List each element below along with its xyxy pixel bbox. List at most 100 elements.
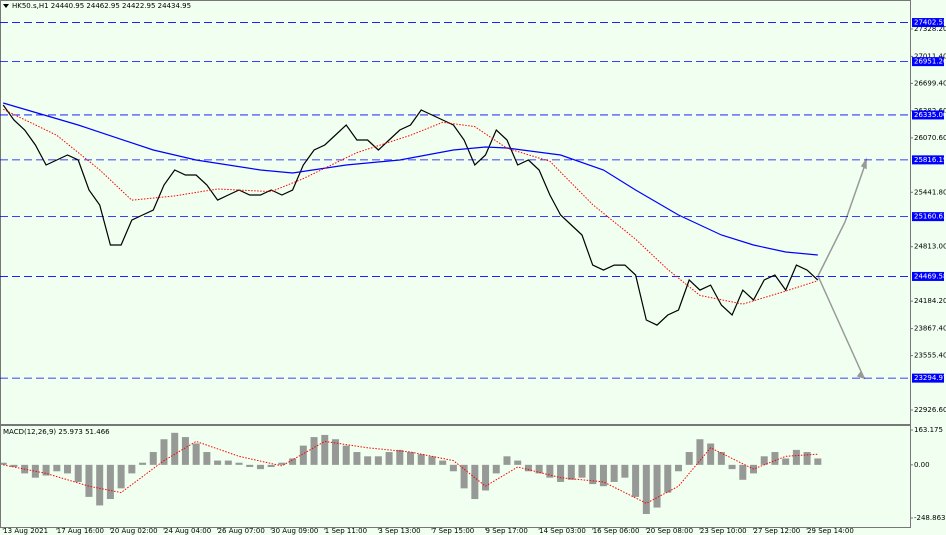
macd-bar <box>74 464 82 482</box>
x-tick-label: 23 Sep 10:00 <box>700 527 747 535</box>
menu-arrow <box>3 4 9 8</box>
macd-bar <box>803 452 811 465</box>
y-tick-label: 26070.60 <box>914 134 946 142</box>
macd-bar <box>310 437 318 465</box>
x-tick-label: 26 Aug 07:00 <box>218 527 265 535</box>
level-label-box <box>912 18 944 28</box>
macd-bar <box>235 462 243 465</box>
macd-bar <box>224 460 232 465</box>
y-tick-label: 0.00 <box>914 461 930 469</box>
macd-bar <box>696 439 704 465</box>
y-tick-label: 27011.40 <box>914 52 946 60</box>
y-tick-label: 27328.20 <box>914 25 946 33</box>
symbol-title: HK50.s,H1 24440.95 24462.95 24422.95 244… <box>12 2 191 10</box>
macd-bar <box>267 464 275 467</box>
macd-bar <box>471 464 479 500</box>
level-label: 25816.19 <box>914 156 946 164</box>
macd-bar <box>203 452 211 465</box>
macd-bar <box>771 452 779 465</box>
x-tick-label: 20 Aug 02:00 <box>110 527 157 535</box>
macd-bar <box>139 462 147 465</box>
level-label: 27402.55 <box>914 19 946 27</box>
macd-bar <box>460 464 468 489</box>
macd-bar <box>599 464 607 487</box>
y-tick-label: 23867.40 <box>914 325 946 333</box>
level-label-box <box>912 57 944 67</box>
y-tick-label: -248.863 <box>914 514 945 522</box>
macd-bar <box>396 449 404 465</box>
arrow-heads <box>856 157 867 380</box>
macd-title: MACD(12,26,9) 25.973 51.466 <box>3 428 110 436</box>
macd-bar <box>64 464 72 474</box>
level-label-box <box>912 155 944 165</box>
x-tick-label: 17 Aug 16:00 <box>57 527 104 535</box>
macd-bar <box>642 464 650 514</box>
x-tick-label: 13 Aug 2021 <box>3 527 48 535</box>
macd-bar <box>814 458 822 465</box>
macd-bar <box>546 464 554 478</box>
macd-bar <box>792 449 800 465</box>
macd-bar <box>128 464 136 474</box>
macd-bar <box>299 445 307 465</box>
macd-bar <box>567 464 575 480</box>
y-tick-label: 22926.60 <box>914 406 946 414</box>
macd-bar <box>106 464 114 500</box>
macd-bar <box>589 464 597 485</box>
macd-bar <box>149 452 157 465</box>
macd-bar <box>707 443 715 465</box>
x-tick-label: 24 Aug 04:00 <box>164 527 211 535</box>
macd-bar <box>503 456 511 465</box>
macd-bar <box>407 452 415 465</box>
level-label: 23294.97 <box>914 374 946 382</box>
macd-bar <box>482 464 490 491</box>
x-tick-label: 9 Sep 17:00 <box>486 527 528 535</box>
macd-bar <box>246 464 254 467</box>
macd-bar <box>621 464 629 478</box>
macd-bar <box>557 464 565 482</box>
y-tick-label: 26699.40 <box>914 79 946 87</box>
macd-bar <box>278 462 286 465</box>
y-tick-label: 23555.40 <box>914 352 946 360</box>
macd-bar <box>760 456 768 465</box>
x-tick-label: 16 Sep 06:00 <box>593 527 640 535</box>
macd-bar <box>289 458 297 465</box>
y-tick-label: 24813.00 <box>914 243 946 251</box>
series-line <box>2 104 819 326</box>
macd-bar <box>535 464 543 474</box>
level-label: 24469.58 <box>914 272 946 280</box>
macd-bar <box>524 464 532 472</box>
macd-bar <box>674 464 682 472</box>
macd-bar <box>492 464 500 474</box>
macd-bar <box>321 434 329 465</box>
macd-bar <box>353 452 361 465</box>
y-tick-label: 25441.80 <box>914 188 946 196</box>
x-tick-label: 20 Sep 08:00 <box>646 527 693 535</box>
macd-bar <box>256 464 264 470</box>
series-line <box>3 102 818 256</box>
macd-bar <box>610 464 618 482</box>
y-tick-label: 24184.20 <box>914 297 946 305</box>
macd-bar <box>331 439 339 465</box>
level-label-box <box>912 271 944 281</box>
macd-bar <box>85 464 93 497</box>
y-tick-label: 163.175 <box>914 426 943 434</box>
level-label: 26951.26 <box>914 58 946 66</box>
macd-bar <box>171 432 179 465</box>
macd-bar <box>782 458 790 465</box>
main-panel <box>0 0 911 425</box>
level-label-box <box>912 110 944 120</box>
macd-bar <box>364 456 372 465</box>
macd-bar <box>739 464 747 480</box>
macd-bar <box>514 460 522 465</box>
level-label-box <box>912 373 944 383</box>
x-tick-label: 29 Sep 14:00 <box>807 527 854 535</box>
forecast-arrows <box>817 157 867 380</box>
macd-bar <box>417 454 425 465</box>
macd-bar <box>385 452 393 465</box>
x-tick-label: 3 Sep 13:00 <box>378 527 420 535</box>
macd-bar <box>53 464 61 472</box>
level-label: 25160.63 <box>914 213 946 221</box>
macd-bar <box>10 464 18 467</box>
